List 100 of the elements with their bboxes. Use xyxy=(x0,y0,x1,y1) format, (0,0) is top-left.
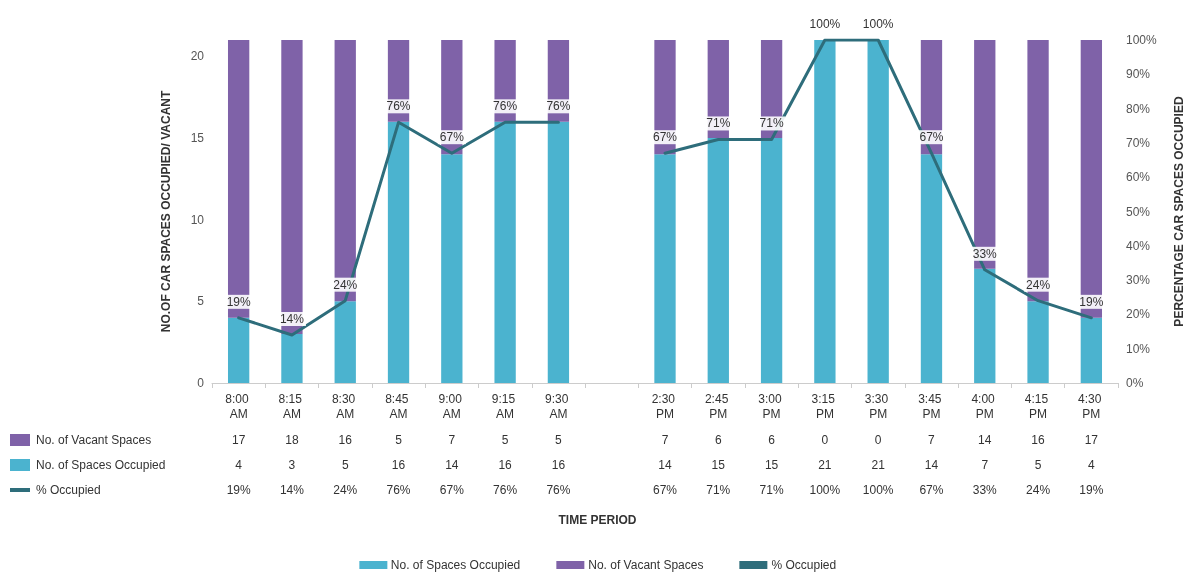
data-label: 5 xyxy=(340,458,350,472)
text: 67% xyxy=(652,130,678,145)
text: % Occupied xyxy=(771,558,837,572)
bar xyxy=(547,121,570,383)
x-tick-label: 4:00 PM xyxy=(971,391,999,421)
y2-tick-label: 0% xyxy=(1126,376,1144,390)
data-label: 6 xyxy=(767,433,776,447)
text: 71% xyxy=(706,116,731,131)
y-tick-label: 10 xyxy=(190,212,205,227)
bar xyxy=(974,268,996,383)
data-label: 15 xyxy=(710,458,726,472)
x-tick-label: 2:45 PM xyxy=(704,391,732,421)
y2-tick-label: 90% xyxy=(1126,67,1151,82)
x-tick-label: 4:15 PM xyxy=(1024,391,1052,421)
bar xyxy=(654,154,676,383)
text: 67% xyxy=(919,130,944,145)
bar xyxy=(334,40,356,302)
y2-tick-label: 60% xyxy=(1126,170,1151,185)
x-tick-label: 9:30 AM xyxy=(545,391,572,421)
data-label: 14 xyxy=(444,458,460,472)
data-label: 15 xyxy=(763,458,780,472)
y-tick-label: 5 xyxy=(197,294,205,309)
y2-axis-title: PERCENTAGE CAR SPACES OCCUPIED xyxy=(1172,96,1186,327)
data-label: 16 xyxy=(1030,433,1046,447)
text: 76% xyxy=(546,99,571,114)
y2-tick-label: 50% xyxy=(1126,204,1151,219)
legend-label: % Occupied xyxy=(36,483,101,497)
data-label: 4 xyxy=(1087,458,1096,472)
text: 76% xyxy=(493,99,518,114)
data-label: 71% xyxy=(758,483,785,497)
data-label: 76% xyxy=(492,483,519,497)
bar xyxy=(494,121,516,383)
y-tick-label: 15 xyxy=(190,131,205,145)
data-label: 33% xyxy=(971,483,998,497)
text: 19% xyxy=(1079,294,1104,309)
bar xyxy=(334,301,356,383)
y2-tick-label: 80% xyxy=(1126,101,1151,116)
bar xyxy=(281,40,303,334)
x-tick-label: 8:30 AM xyxy=(331,391,359,421)
text: 76% xyxy=(386,99,411,114)
data-label: 14 xyxy=(923,458,940,472)
y2-tick-label: 30% xyxy=(1126,273,1151,288)
data-label: 7 xyxy=(980,458,990,472)
data-label: 100% xyxy=(808,483,842,497)
bar xyxy=(1080,317,1103,383)
data-label: 19% xyxy=(1078,483,1105,497)
x-tick-label: 3:30 PM xyxy=(864,391,892,421)
text: 19% xyxy=(226,294,251,309)
data-label: 5 xyxy=(1033,458,1043,472)
data-label: 14 xyxy=(657,458,673,472)
data-label: 71% xyxy=(705,483,732,497)
data-label: 16 xyxy=(390,458,407,472)
text: 71% xyxy=(759,116,784,131)
data-label: 24% xyxy=(1025,483,1052,497)
data-label: 17 xyxy=(230,433,247,447)
legend-label: No. of Vacant Spaces xyxy=(36,433,152,447)
data-label: 21 xyxy=(817,458,833,472)
x-tick-label: 3:15 PM xyxy=(811,391,839,421)
bar xyxy=(707,138,729,383)
data-label: 5 xyxy=(500,433,510,447)
data-label: 0 xyxy=(873,433,883,447)
data-label: 24% xyxy=(332,483,359,497)
text: 24% xyxy=(1026,277,1051,292)
x-tick-label: 8:00 AM xyxy=(225,391,252,421)
bar xyxy=(814,40,836,383)
bar xyxy=(281,334,303,383)
text: 33% xyxy=(972,246,997,261)
data-label: 19% xyxy=(225,483,252,497)
data-label: 6 xyxy=(713,433,723,447)
data-label: 18 xyxy=(284,433,300,447)
data-label: 7 xyxy=(927,433,936,447)
x-tick-label: 9:00 AM xyxy=(438,391,466,421)
data-label: 3 xyxy=(287,458,297,472)
data-label: 67% xyxy=(918,483,945,497)
data-label: 14% xyxy=(278,483,305,497)
data-label: 76% xyxy=(545,483,572,497)
data-label: 67% xyxy=(651,483,678,497)
data-label: 7 xyxy=(447,433,457,447)
x-tick-label: 2:30 PM xyxy=(651,391,679,421)
bar xyxy=(867,40,889,383)
data-label: 16 xyxy=(337,433,353,447)
bar xyxy=(227,40,250,318)
data-label: 5 xyxy=(554,433,563,447)
y2-tick-label: 10% xyxy=(1126,341,1151,356)
text: 100% xyxy=(809,17,841,31)
legend-label: No. of Spaces Occupied xyxy=(36,458,166,472)
data-label: 14 xyxy=(977,433,993,447)
data-label: 21 xyxy=(870,458,886,472)
bar xyxy=(441,154,463,383)
text: 100% xyxy=(862,17,894,31)
bar xyxy=(1027,301,1049,383)
x-tick-label: 4:30 PM xyxy=(1078,391,1105,421)
text: 67% xyxy=(439,130,464,145)
data-label: 100% xyxy=(861,483,895,497)
bar xyxy=(974,40,996,269)
bar xyxy=(920,154,943,383)
text: 14% xyxy=(279,311,304,326)
bar xyxy=(227,317,250,383)
data-label: 0 xyxy=(820,433,830,447)
y2-tick-label: 100% xyxy=(1126,33,1158,47)
